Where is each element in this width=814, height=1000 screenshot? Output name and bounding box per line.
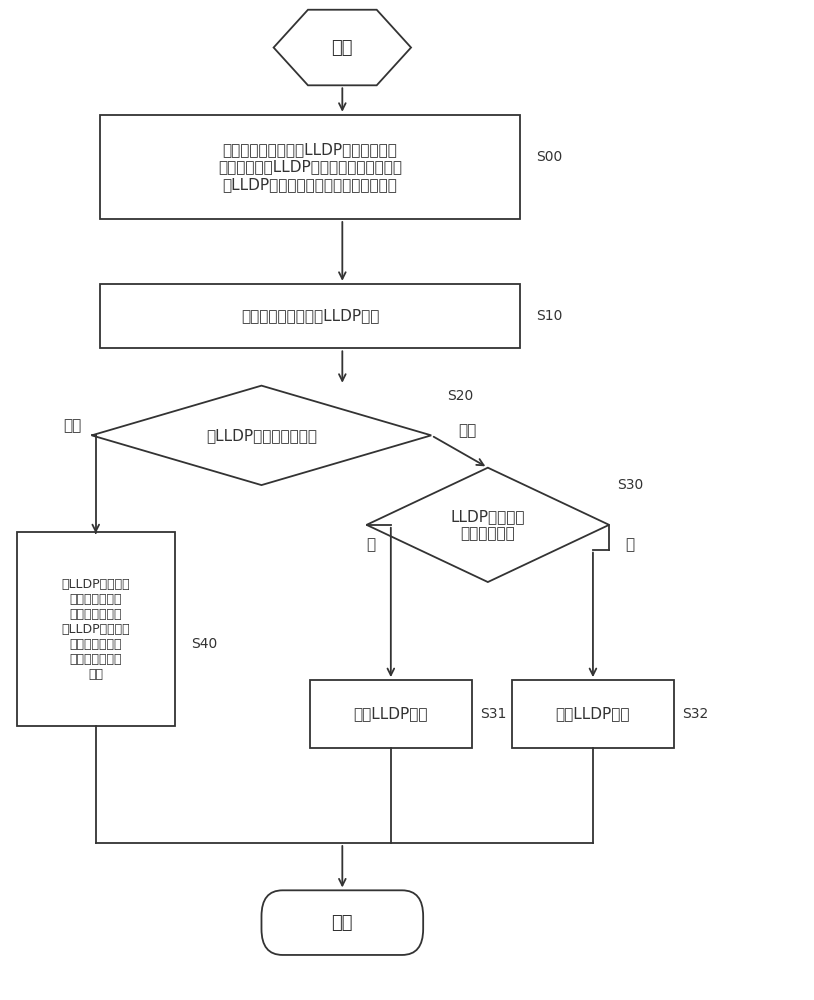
Text: 转发: 转发: [458, 423, 477, 438]
Text: 否: 否: [625, 537, 634, 552]
Text: 丢弃LLDP报文: 丢弃LLDP报文: [353, 706, 428, 721]
Text: S31: S31: [479, 707, 506, 721]
Text: 将LLDP报文上送
至处理器，在邻
居列表中处理所
述LLDP报文对应
的环形网络链路
邻居设备的邻居
条目: 将LLDP报文上送 至处理器，在邻 居列表中处理所 述LLDP报文对应 的环形网…: [61, 578, 130, 681]
Text: 设备初始化，并根据LLDP报文的协议类
型，设置包含LLDP报文的匹配特征和需要
对LLDP报文执行的动作的访问控制列表: 设备初始化，并根据LLDP报文的协议类 型，设置包含LLDP报文的匹配特征和需要…: [218, 142, 402, 192]
Text: 转发LLDP报文: 转发LLDP报文: [556, 706, 630, 721]
Text: S10: S10: [536, 309, 562, 323]
Text: S20: S20: [448, 389, 474, 403]
Text: S30: S30: [617, 478, 643, 492]
Text: 接收链路层发现协议LLDP报文: 接收链路层发现协议LLDP报文: [241, 309, 379, 324]
Text: LLDP报文是否
引起环网风暴: LLDP报文是否 引起环网风暴: [451, 509, 525, 541]
Text: S00: S00: [536, 150, 562, 164]
Text: 结束: 结束: [331, 914, 353, 932]
Text: 开始: 开始: [331, 39, 353, 57]
Text: 上报: 上报: [63, 418, 81, 433]
Text: 对LLDP报文执行的动作: 对LLDP报文执行的动作: [206, 428, 317, 443]
Text: S32: S32: [682, 707, 708, 721]
Text: S40: S40: [190, 637, 217, 651]
Text: 是: 是: [366, 537, 375, 552]
